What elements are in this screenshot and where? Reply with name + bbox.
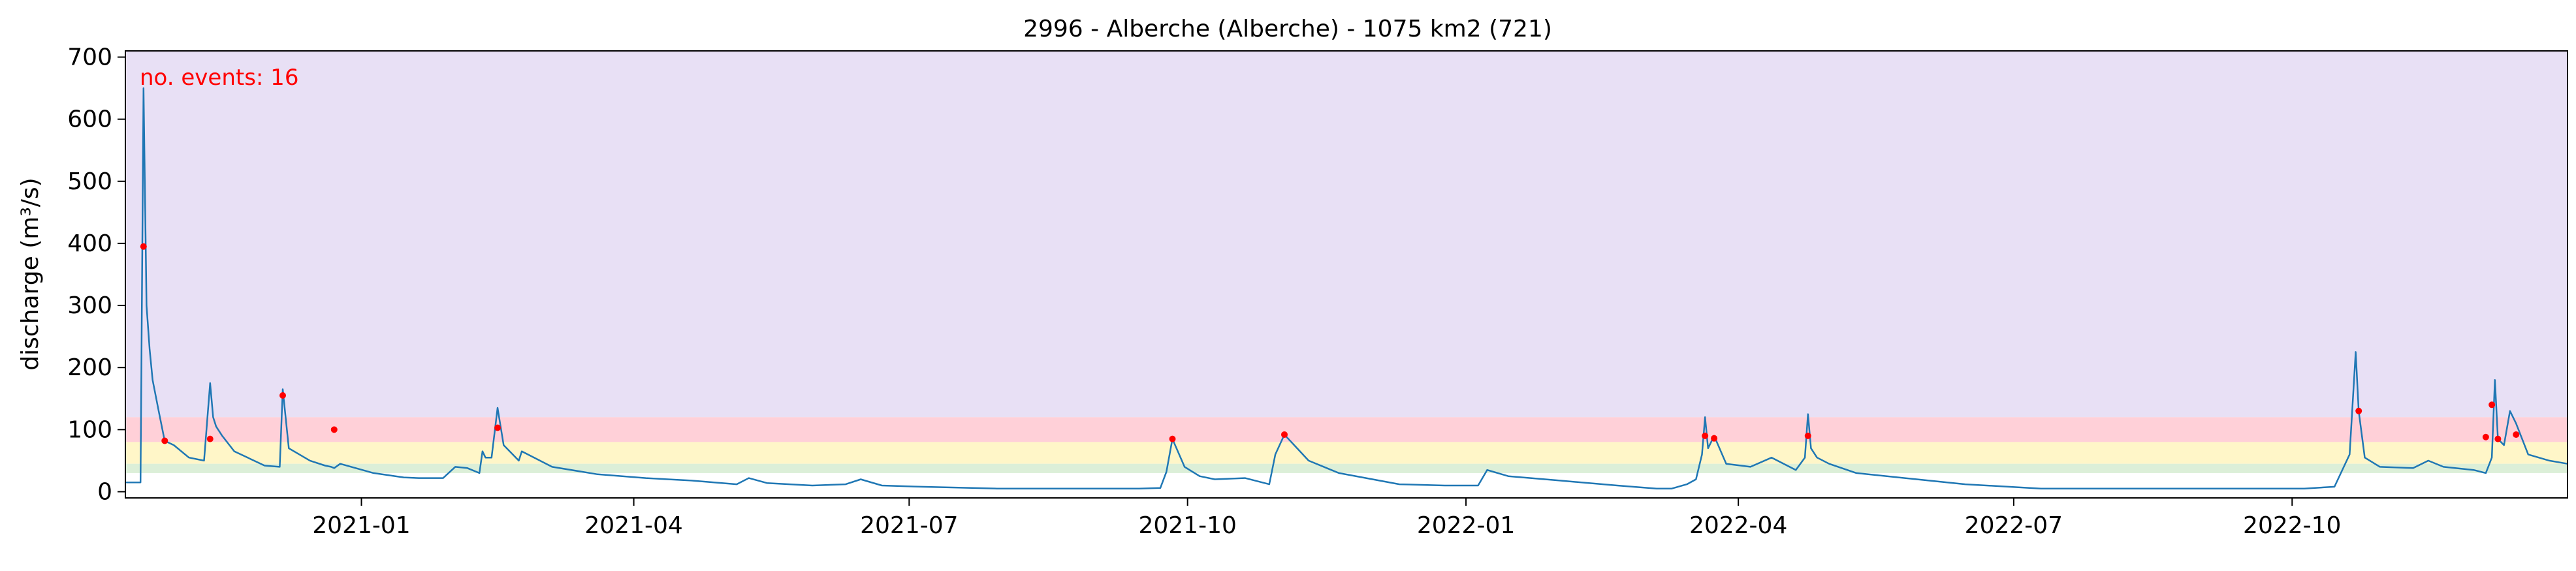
event-marker-9: [1711, 435, 1718, 442]
x-tick-label: 2022-10: [2243, 512, 2341, 539]
threshold-band-0: [125, 51, 2568, 418]
discharge-series: [125, 87, 2568, 489]
y-tick-label: 300: [67, 292, 112, 319]
x-tick-label: 2021-10: [1138, 512, 1236, 539]
event-marker-3: [279, 392, 286, 399]
event-marker-4: [330, 426, 338, 433]
event-count-annotation: no. events: 16: [140, 65, 298, 91]
y-axis: 0 100 200 300 400 500 600 700: [67, 44, 125, 505]
discharge-line: [125, 87, 2568, 489]
y-tick-label: 200: [67, 354, 112, 381]
event-marker-13: [2489, 401, 2496, 409]
plot-frame: [125, 50, 2568, 499]
event-markers: [140, 243, 2520, 444]
event-marker-7: [1280, 431, 1288, 438]
x-tick-label: 2022-07: [1965, 512, 2063, 539]
event-marker-6: [1169, 435, 1176, 442]
event-marker-10: [1804, 432, 1811, 439]
x-tick-label: 2021-04: [584, 512, 682, 539]
event-marker-14: [2494, 435, 2502, 442]
event-marker-0: [140, 243, 147, 250]
x-tick-label: 2022-04: [1689, 512, 1787, 539]
threshold-bands: [125, 51, 2568, 473]
y-tick-label: 600: [67, 106, 112, 133]
x-tick-label: 2021-07: [860, 512, 958, 539]
y-axis-label: discharge (m³/s): [17, 177, 44, 370]
event-marker-1: [161, 437, 168, 444]
x-axis: 2021-01 2021-04 2021-07 2021-10 2022-01 2022-…: [312, 498, 2341, 539]
y-tick-label: 400: [67, 230, 112, 257]
threshold-band-1: [125, 417, 2568, 442]
threshold-band-3: [125, 463, 2568, 473]
event-marker-12: [2482, 433, 2489, 440]
x-tick-label: 2021-01: [312, 512, 410, 539]
chart-title: 2996 - Alberche (Alberche) - 1075 km2 (7…: [1023, 16, 1552, 42]
y-tick-label: 500: [67, 168, 112, 195]
event-marker-15: [2513, 431, 2520, 438]
event-marker-5: [494, 424, 501, 431]
threshold-band-2: [125, 442, 2568, 464]
y-tick-label: 100: [67, 416, 112, 443]
x-tick-label: 2022-01: [1417, 512, 1515, 539]
y-tick-label: 700: [67, 44, 112, 71]
y-tick-label: 0: [97, 478, 112, 505]
event-marker-11: [2355, 407, 2362, 414]
event-marker-8: [1702, 432, 1709, 439]
event-marker-2: [206, 435, 214, 442]
